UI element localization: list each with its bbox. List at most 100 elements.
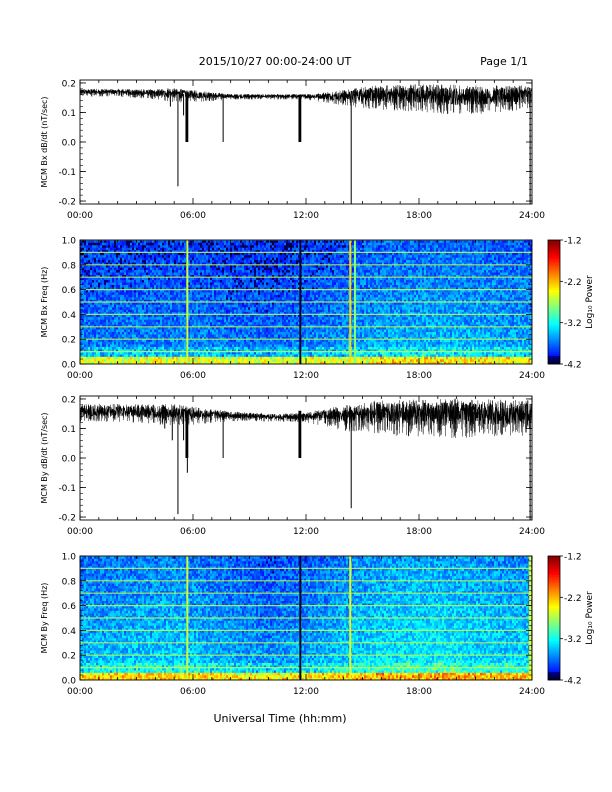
spectrogram-cell — [164, 264, 167, 268]
spectrogram-cell — [236, 249, 239, 253]
spectrogram-cell — [166, 279, 169, 283]
spectrogram-cell — [188, 316, 191, 320]
spectrogram-cell — [226, 354, 229, 357]
spectrogram-cell — [178, 262, 181, 266]
spectrogram-cell — [110, 244, 113, 248]
spectrogram-cell — [228, 247, 231, 251]
spectrogram-cell — [226, 309, 229, 313]
spectrogram-cell — [180, 282, 183, 285]
spectrogram-cell — [230, 240, 233, 243]
spectrogram-cell — [142, 287, 145, 290]
spectrogram-cell — [90, 329, 93, 333]
spectrogram-cell — [80, 284, 83, 288]
spectrogram-cell — [138, 272, 141, 276]
spectrogram-cell — [224, 242, 227, 246]
spectrogram-cell — [190, 289, 193, 293]
spectrogram-cell — [152, 361, 155, 364]
spectrogram-cell — [184, 277, 187, 280]
spectrogram-cell — [236, 257, 239, 261]
spectrogram-cell — [190, 274, 193, 278]
spectrogram-cell — [148, 259, 151, 263]
spectrogram-cell — [162, 259, 165, 263]
spectrogram-cell — [104, 240, 107, 243]
spectrogram-cell — [98, 309, 101, 313]
spectrogram-cell — [82, 282, 85, 285]
spectrogram-cell — [120, 240, 123, 243]
spectrogram-cell — [90, 249, 93, 253]
spectrogram-cell — [174, 304, 177, 308]
spectrogram-cell — [176, 299, 179, 303]
spectrogram-cell — [170, 304, 173, 308]
spectrogram-cell — [110, 294, 113, 298]
spectrogram-cell — [80, 324, 83, 328]
spectrogram-cell — [204, 344, 207, 347]
spectrogram-cell — [142, 269, 145, 273]
spectrogram-cell — [130, 262, 133, 266]
spectrogram-cell — [220, 282, 223, 285]
spectrogram-cell — [144, 279, 147, 283]
spectrogram-cell — [114, 292, 117, 295]
spectrogram-cell — [180, 279, 183, 283]
spectrogram-cell — [222, 259, 225, 263]
spectrogram-cell — [202, 356, 205, 360]
spectrogram-cell — [194, 354, 197, 357]
spectrogram-cell — [112, 314, 115, 318]
spectrogram-cell — [222, 339, 225, 342]
spectrogram-cell — [222, 346, 225, 350]
spectrogram-cell — [148, 311, 151, 315]
spectrogram-cell — [114, 341, 117, 345]
spectrogram-cell — [166, 316, 169, 320]
spectrogram-cell — [214, 264, 217, 268]
spectrogram-cell — [216, 289, 219, 293]
spectrogram-cell — [210, 334, 213, 338]
spectrogram-cell — [216, 336, 219, 340]
spectrogram-cell — [200, 252, 203, 256]
spectrogram-cell — [218, 297, 221, 300]
spectrogram-cell — [88, 299, 91, 303]
spectrogram-cell — [226, 242, 229, 246]
spectrogram-cell — [110, 309, 113, 313]
spectrogram-cell — [200, 249, 203, 253]
spectrogram-cell — [190, 321, 193, 325]
spectrogram-cell — [190, 319, 193, 323]
spectrogram-cell — [236, 304, 239, 308]
spectrogram-cell — [88, 282, 91, 285]
spectrogram-cell — [84, 247, 87, 251]
spectrogram-cell — [82, 269, 85, 273]
spectrogram-cell — [142, 309, 145, 313]
spectrogram-cell — [212, 341, 215, 345]
spectrogram-cell — [188, 321, 191, 325]
spectrogram-cell — [126, 316, 129, 320]
spectrogram-cell — [108, 240, 111, 243]
spectrogram-cell — [104, 324, 107, 328]
spectrogram-cell — [146, 287, 149, 290]
spectrogram-cell — [230, 304, 233, 308]
spectrogram-cell — [196, 309, 199, 313]
spectrogram-cell — [206, 349, 209, 352]
spectrogram-cell — [194, 302, 197, 305]
spectrogram-cell — [90, 359, 93, 362]
spectrogram-cell — [128, 349, 131, 352]
spectrogram-cell — [146, 351, 149, 355]
spectrogram-cell — [86, 277, 89, 280]
spectrogram-cell — [102, 269, 105, 273]
spectrogram-cell — [194, 316, 197, 320]
spectrogram-cell — [104, 349, 107, 352]
spectrogram-cell — [228, 329, 231, 333]
spectrogram-cell — [120, 267, 123, 271]
spectrogram-cell — [226, 346, 229, 350]
spectrogram-cell — [228, 264, 231, 268]
spectrogram-cell — [164, 309, 167, 313]
spectrogram-cell — [118, 244, 121, 248]
spectrogram-cell — [154, 331, 157, 335]
spectrogram-cell — [222, 242, 225, 246]
spectrogram-cell — [158, 287, 161, 290]
spectrogram-cell — [174, 302, 177, 305]
spectrogram-cell — [136, 306, 139, 310]
spectrogram-cell — [116, 316, 119, 320]
spectrogram-cell — [122, 344, 125, 347]
spectrogram-cell — [206, 289, 209, 293]
spectrogram-cell — [210, 324, 213, 328]
spectrogram-cell — [96, 292, 99, 295]
spectrogram-cell — [174, 287, 177, 290]
